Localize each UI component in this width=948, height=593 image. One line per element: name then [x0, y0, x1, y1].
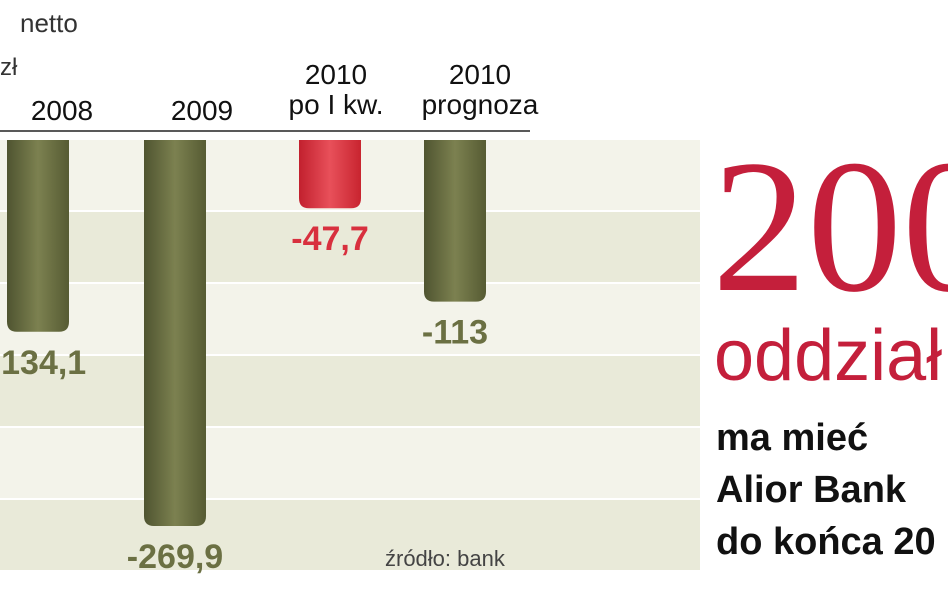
value-label: -113 [422, 314, 488, 352]
value-label: -47,7 [291, 220, 369, 258]
unit-label: zł [0, 54, 18, 81]
caption-line: ma mieć [716, 417, 868, 459]
bar [144, 140, 206, 526]
source: źródło: bank [385, 546, 506, 571]
big-number: 200 [712, 122, 948, 332]
value-label: -269,9 [127, 538, 223, 576]
bar [424, 140, 486, 302]
caption-line: Alior Bank [716, 469, 907, 511]
bands [0, 140, 700, 570]
chart-title: netto [20, 8, 78, 38]
big-caption: oddział [714, 316, 942, 396]
value-label: -134,1 [0, 344, 86, 382]
x-tick-label: 2010 po I kw. [289, 59, 384, 120]
x-tick-label: 2009 [171, 95, 233, 126]
caption-line: do końca 20 [716, 521, 936, 563]
bar [299, 140, 361, 209]
x-tick-label: 2010 prognoza [422, 59, 539, 120]
x-tick-label: 2008 [31, 95, 93, 126]
bar [7, 140, 69, 332]
